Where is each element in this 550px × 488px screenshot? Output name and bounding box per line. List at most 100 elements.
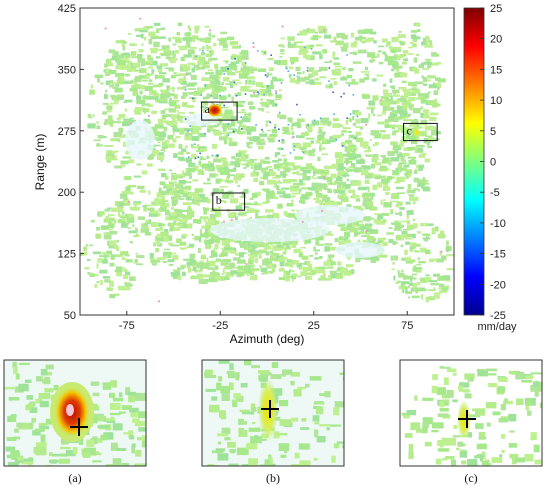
map-pixel [408,194,415,197]
map-pixel [485,368,498,372]
map-pixel [295,66,301,72]
map-pixel [100,280,103,286]
map-pixel [319,147,326,150]
map-pixel [224,140,228,145]
map-pixel [260,167,268,170]
map-pixel [197,169,204,175]
map-pixel [151,110,157,115]
map-pixel [262,188,270,191]
map-pixel [227,134,230,136]
map-pixel [409,130,416,134]
map-pixel [478,436,487,440]
map-pixel [191,233,195,237]
map-pixel [60,438,69,445]
map-pixel [391,124,398,128]
map-pixel [103,122,107,126]
map-pixel [267,58,274,61]
map-pixel [452,435,461,438]
map-pixel [223,276,230,280]
map-pixel [158,300,160,303]
map-pixel [246,129,252,135]
map-pixel [380,96,389,99]
map-pixel [39,400,49,408]
map-pixel [416,53,420,57]
map-pixel [346,146,354,149]
map-pixel [100,434,108,441]
map-pixel [298,188,302,193]
map-pixel [438,287,442,290]
map-pixel [266,99,275,105]
map-pixel [224,246,229,251]
map-pixel [306,137,315,140]
map-pixel [138,49,144,53]
map-pixel [395,212,402,215]
map-pixel [209,57,218,61]
map-pixel [515,371,524,380]
map-pixel [259,464,269,466]
map-pixel [96,121,99,125]
map-pixel [281,25,284,28]
map-pixel [367,240,376,245]
map-pixel [235,173,245,176]
map-pixel [216,154,219,157]
map-pixel [286,67,288,70]
map-pixel [289,118,293,123]
map-pixel [250,172,259,177]
map-pixel [218,376,223,382]
map-pixel [130,51,137,56]
map-pixel [183,65,191,71]
map-pixel [416,287,426,292]
map-pixel [301,418,307,422]
map-pixel [118,76,121,83]
map-pixel [206,257,209,263]
map-pixel [311,70,319,76]
map-pixel [274,90,277,93]
map-pixel [173,153,178,158]
map-pixel [136,34,144,37]
map-pixel [219,94,221,97]
map-pixel [364,232,370,235]
map-pixel [331,455,336,463]
map-pixel [405,241,410,245]
map-pixel [440,255,447,261]
map-pixel [516,398,524,406]
map-pixel [319,256,323,259]
map-pixel [355,154,361,158]
map-pixel [260,245,265,248]
map-pixel [232,79,240,82]
map-pixel [122,251,129,256]
map-pixel [153,41,160,48]
map-pixel [171,207,175,210]
map-pixel [226,72,236,76]
map-pixel [40,426,50,430]
map-pixel [305,383,310,388]
map-pixel [293,149,295,151]
map-pixel [202,101,209,106]
map-pixel [87,113,92,118]
map-pixel [414,250,418,253]
map-pixel [178,78,183,83]
map-pixel [417,147,423,152]
map-pixel [376,74,383,77]
map-pixel [307,167,317,171]
map-pixel [293,74,295,76]
map-pixel [288,66,294,70]
map-pixel [183,76,186,80]
map-pixel [427,100,434,105]
map-pixel [305,275,312,280]
map-pixel [130,55,136,59]
map-pixel [183,96,186,99]
map-pixel [380,99,383,102]
map-pixel [293,186,300,189]
map-pixel [147,86,153,91]
map-pixel [301,195,309,200]
map-pixel [135,76,141,82]
map-pixel [106,108,112,113]
map-pixel [219,186,228,188]
map-pixel [291,192,301,195]
map-pixel [242,464,253,466]
map-pixel [131,85,138,89]
map-pixel [204,85,211,90]
map-pixel [166,188,172,194]
map-pixel [401,102,411,105]
